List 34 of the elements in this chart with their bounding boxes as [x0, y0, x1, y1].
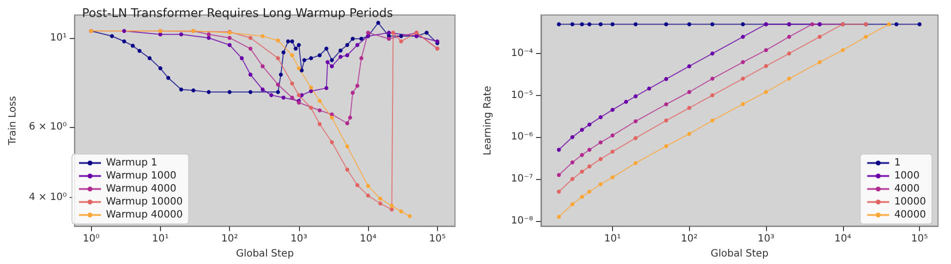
x-tick-label: 10²: [680, 234, 698, 245]
x-tick-label: 10³: [290, 234, 308, 245]
y-tick-label: 10⁻⁸: [510, 215, 533, 226]
x-tick-label: 10³: [758, 234, 774, 245]
legend-label: 40000: [894, 210, 926, 220]
y-axis-title: Learning Rate: [482, 86, 494, 156]
y-tick-label: 10⁻⁷: [510, 174, 533, 185]
y-tick-label: 10¹: [50, 32, 67, 44]
x-tick-label: 10⁵: [911, 234, 928, 245]
legend-label: Warmup 40000: [106, 210, 183, 220]
x-tick-label: 10¹: [604, 234, 621, 245]
x-tick-label: 10⁴: [834, 234, 852, 245]
legend-label: Warmup 1000: [106, 170, 176, 182]
x-tick-label: 10¹: [152, 234, 169, 245]
x-tick-label: 10⁴: [360, 234, 376, 245]
legend-label: Warmup 10000: [106, 196, 183, 208]
legend-label: 1000: [894, 170, 920, 182]
y-tick-label: 10⁻⁶: [510, 132, 533, 143]
legend-label: Warmup 1: [106, 158, 158, 168]
legend-label: 4000: [894, 184, 920, 194]
x-axis-title: Global Step: [710, 248, 768, 260]
legend-label: Warmup 4000: [106, 184, 176, 194]
chart-title: Post-LN Transformer Requires Long Warmup Periods: [82, 6, 394, 20]
x-tick-label: 10²: [221, 234, 238, 245]
y-tick-label: 10⁻⁴: [510, 48, 533, 59]
y-axis-title: Train Loss: [8, 96, 18, 146]
y-tick-label: 6 × 10⁰: [28, 121, 67, 132]
y-tick-label: 10⁻⁵: [510, 90, 533, 101]
legend-label: 10000: [894, 196, 926, 208]
legend-label: 1: [894, 158, 901, 168]
y-tick-label: 4 × 10⁰: [28, 192, 67, 204]
x-axis-title: Global Step: [236, 248, 294, 260]
x-tick-label: 10⁵: [428, 234, 446, 245]
x-tick-label: 10⁰: [82, 234, 100, 245]
